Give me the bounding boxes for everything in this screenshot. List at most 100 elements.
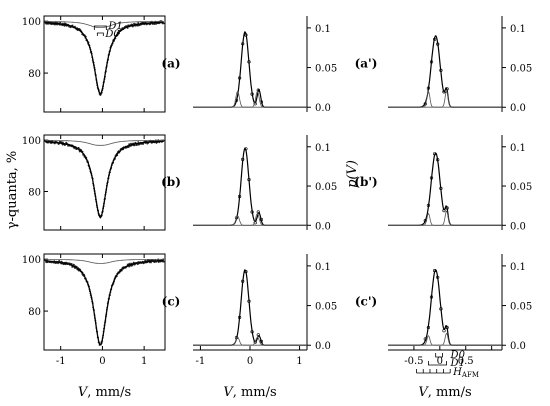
distribution-point [247, 60, 251, 64]
experimental-point [142, 143, 145, 145]
y-tick-label: 0.0 [315, 341, 331, 352]
experimental-point [150, 261, 152, 264]
distribution-right-panel-1: 0.0 0.05 0.1 (a') [355, 16, 532, 114]
component-curve [193, 90, 307, 108]
distribution-point [445, 87, 449, 91]
distribution-point [442, 209, 446, 213]
d0-marker-label: D0 [450, 350, 466, 361]
distribution-point [436, 275, 440, 279]
y-tick-label: 0.05 [315, 182, 337, 193]
y-tick-label: 0.1 [315, 24, 331, 35]
y-tick-label: 0.0 [510, 221, 526, 232]
component-curve [193, 336, 307, 346]
experimental-point [47, 23, 49, 25]
panel-label: (a') [355, 57, 378, 71]
mossbauer-frame [43, 253, 166, 351]
y-tick-label: 0.05 [510, 64, 532, 75]
experimental-point [162, 260, 165, 263]
distribution-point [259, 217, 264, 222]
distribution-point [442, 329, 446, 333]
distribution-point [247, 178, 251, 182]
d0-bracket [435, 353, 443, 358]
y-tick-label: 100 [22, 255, 41, 266]
distribution-y-axis-label: p(V) [345, 160, 360, 188]
distribution-point [423, 337, 427, 341]
component-curve [388, 332, 502, 346]
distribution-point [433, 37, 437, 41]
x-tick-label: 1 [141, 356, 147, 367]
experimental-point [133, 144, 136, 147]
distribution-left-panel-3: 0.0 0.05 0.1 -1 0 1 (c) [162, 254, 337, 367]
d1-marker-label: D1 [450, 358, 465, 369]
mossbauer-y-axis-label: γ-quanta, % [5, 151, 20, 230]
y-tick-label: 80 [28, 69, 41, 80]
y-tick-label: 0.05 [315, 302, 337, 313]
experimental-point [144, 259, 147, 262]
d0-bracket [96, 32, 104, 36]
panel-label: (a) [161, 57, 180, 71]
panel-label: (b') [354, 175, 377, 189]
experimental-point [70, 263, 73, 265]
component-curve [193, 213, 307, 226]
d1-label: D1 [107, 21, 122, 32]
distribution-point [436, 158, 440, 162]
y-tick-label: 100 [22, 17, 41, 28]
x-tick-label: -1 [56, 356, 66, 367]
mossbauer-frame [43, 15, 166, 113]
experimental-point [162, 22, 165, 25]
d1-bracket [93, 25, 107, 30]
mossbauer-x-axis-label: V, mm/s [78, 385, 131, 400]
distribution-curve [193, 31, 307, 108]
distribution-left-x-axis-label: V, mm/s [223, 385, 276, 400]
distribution-point [256, 210, 260, 214]
y-tick-label: 100 [22, 136, 41, 147]
d1-bracket [428, 361, 447, 366]
distribution-point [445, 325, 449, 330]
distribution-point [259, 339, 264, 344]
distribution-point [426, 203, 431, 207]
distribution-point [250, 330, 254, 334]
y-tick-label: 0.05 [315, 64, 337, 75]
y-tick-label: 0.0 [315, 221, 331, 232]
distribution-point [445, 206, 449, 210]
distribution-point [253, 102, 257, 106]
experimental-point [73, 264, 75, 266]
distribution-point [241, 279, 245, 283]
experimental-point [45, 261, 48, 264]
subspectrum-curve [45, 258, 164, 264]
mossbauer-panel-3: 100 80 -1 0 1 [22, 253, 166, 367]
subspectrum-curve [45, 139, 164, 146]
subspectrum-curve [45, 21, 164, 28]
distribution-point [439, 68, 443, 72]
distribution-left-panel-1: 0.0 0.05 0.1 (a) [161, 16, 337, 114]
distribution-point [250, 92, 254, 96]
component-curve [193, 336, 307, 346]
distribution-point [238, 76, 242, 80]
distribution-point [250, 210, 254, 214]
x-tick-label: 0.5 [458, 356, 474, 367]
component-curve [193, 215, 307, 226]
distribution-right-x-axis-label: V, mm/s [418, 385, 471, 400]
distribution-point [256, 88, 260, 92]
x-tick-label: 1 [296, 356, 302, 367]
fit-curve [45, 140, 164, 219]
y-tick-label: 0.1 [315, 262, 331, 273]
experimental-point [58, 260, 61, 262]
distribution-curve [388, 152, 502, 226]
y-tick-label: 0.05 [510, 182, 532, 193]
distribution-point [247, 299, 251, 303]
component-curve [388, 210, 502, 226]
distribution-point [244, 270, 248, 274]
distribution-point [238, 315, 242, 320]
hafm-label: HAFM [452, 367, 479, 379]
distribution-curve [193, 269, 307, 346]
experimental-point [137, 141, 140, 143]
experimental-point [127, 146, 130, 149]
y-tick-label: 0.1 [315, 143, 331, 154]
distribution-point [429, 60, 434, 64]
distribution-point [429, 295, 434, 299]
distribution-point [433, 152, 437, 156]
component-curve [193, 90, 307, 108]
distribution-point [244, 33, 248, 37]
